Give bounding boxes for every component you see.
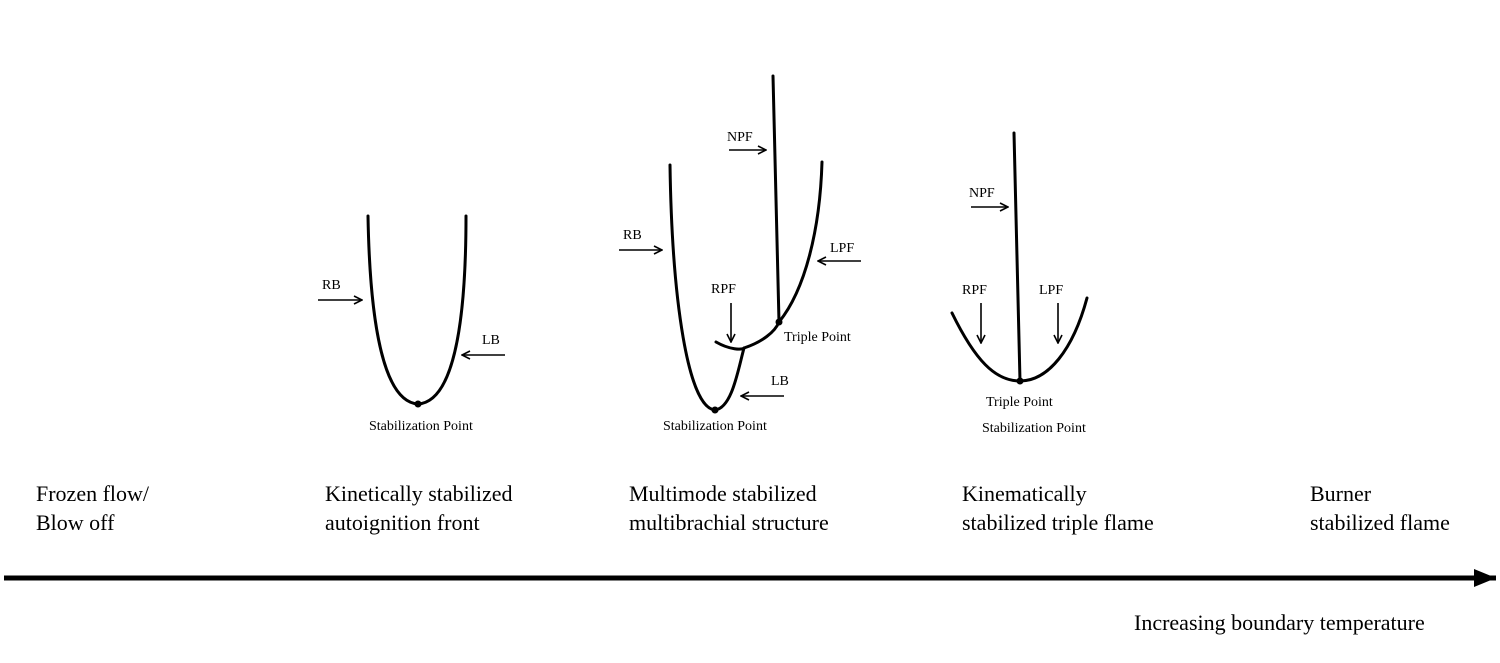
stabilization-point-label: Stabilization Point — [982, 421, 1086, 436]
stabilization-point-label: Stabilization Point — [663, 419, 767, 434]
autoignition-front-curve — [366, 214, 468, 406]
stage-line-1: Burner — [1310, 481, 1372, 506]
axis-label: Increasing boundary temperature — [1134, 610, 1425, 635]
rb-lb-branch-curve — [668, 163, 746, 412]
triple-point-marker — [775, 318, 783, 326]
lpf-label: LPF — [830, 241, 854, 256]
premixed-flame-curve — [714, 160, 824, 351]
stage-labels: Frozen flow/ Blow off Kinetically stabil… — [36, 481, 1450, 535]
stage-line-2: Blow off — [36, 510, 115, 535]
stabilization-point-marker — [414, 400, 422, 408]
stage-kinematic-triple-flame: Kinematically stabilized triple flame — [962, 481, 1154, 535]
panel-multibrachial-structure: NPF RB LPF RPF Triple Point LB Stabiliza… — [619, 74, 861, 434]
stage-line-1: Kinematically — [962, 481, 1087, 506]
panel-triple-flame: NPF RPF LPF Triple Point Stabilization P… — [950, 131, 1089, 436]
stage-burner-stabilized: Burner stabilized flame — [1310, 481, 1450, 535]
npf-branch-line — [771, 74, 781, 324]
rpf-label: RPF — [962, 283, 987, 298]
rb-label: RB — [322, 278, 341, 293]
lpf-label: LPF — [1039, 283, 1063, 298]
stage-line-1: Kinetically stabilized — [325, 481, 513, 506]
lb-label: LB — [482, 333, 500, 348]
stage-line-2: stabilized flame — [1310, 510, 1450, 535]
stabilization-point-marker — [711, 406, 719, 414]
triple-point-label: Triple Point — [784, 330, 851, 345]
stage-line-1: Multimode stabilized — [629, 481, 817, 506]
triple-point-marker — [1016, 377, 1024, 385]
triple-point-label: Triple Point — [986, 395, 1053, 410]
stabilization-point-label: Stabilization Point — [369, 419, 473, 434]
npf-label: NPF — [727, 130, 753, 145]
rb-label: RB — [623, 228, 642, 243]
panel-autoignition-front: RB LB Stabilization Point — [318, 214, 505, 434]
npf-label: NPF — [969, 186, 995, 201]
npf-branch-line — [1012, 131, 1022, 383]
rpf-label: RPF — [711, 282, 736, 297]
lb-label: LB — [771, 374, 789, 389]
stage-frozen-flow: Frozen flow/ Blow off — [36, 481, 155, 535]
stage-line-2: autoignition front — [325, 510, 480, 535]
stage-line-2: stabilized triple flame — [962, 510, 1154, 535]
stage-kinetic-autoignition: Kinetically stabilized autoignition fron… — [325, 481, 518, 535]
stage-line-1: Frozen flow/ — [36, 481, 150, 506]
stage-multimode-multibrachial: Multimode stabilized multibrachial struc… — [629, 481, 829, 535]
stage-line-2: multibrachial structure — [629, 510, 829, 535]
